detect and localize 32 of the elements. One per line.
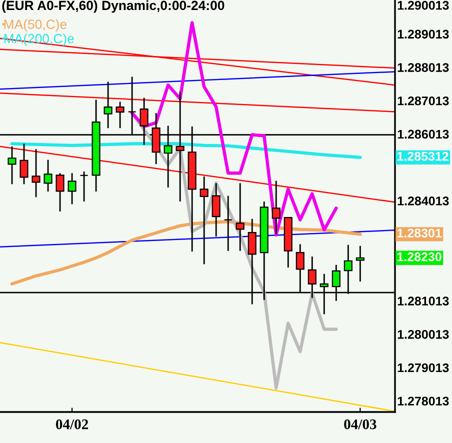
candlestick [200, 176, 208, 265]
candlestick [20, 143, 28, 185]
candlestick [104, 81, 112, 129]
annotation: 1.285312 [397, 152, 448, 161]
y-tick-label: 1.279013 [398, 363, 449, 372]
chart-title: (EUR A0-FX,60) Dynamic,0:00-24:00 [2, 0, 224, 13]
y-tick-label: 1.280013 [398, 330, 449, 339]
y-tick-label: 1.290013 [398, 0, 449, 10]
y-tick-label: 1.284013 [398, 196, 449, 206]
y-tick-label: 1.281013 [398, 296, 449, 306]
candlestick [8, 146, 16, 185]
candlestick [272, 180, 280, 235]
x-tick-label: 04/03 [344, 419, 376, 430]
annotation: 1.28230 [397, 252, 442, 262]
candlestick [224, 195, 232, 252]
candlestick [116, 101, 124, 129]
y-tick-label: 1.288013 [398, 63, 449, 72]
candlestick [236, 182, 244, 252]
legend-label: MA(50,C)e [4, 19, 66, 32]
y-tick-label: 1.287013 [398, 96, 449, 106]
candlestick [44, 159, 52, 192]
y-tick-label: 1.286013 [398, 130, 449, 139]
candlestick [212, 182, 220, 238]
candlestick [32, 148, 40, 198]
candlestick [80, 170, 88, 202]
candlestick [56, 172, 64, 212]
y-tick-label: 1.278013 [398, 396, 449, 406]
x-tick-label: 04/02 [56, 419, 88, 430]
y-tick-label: 1.289013 [398, 30, 449, 39]
candlestick [356, 245, 364, 282]
candlestick [68, 172, 76, 205]
annotation: 1.28301 [397, 228, 442, 238]
